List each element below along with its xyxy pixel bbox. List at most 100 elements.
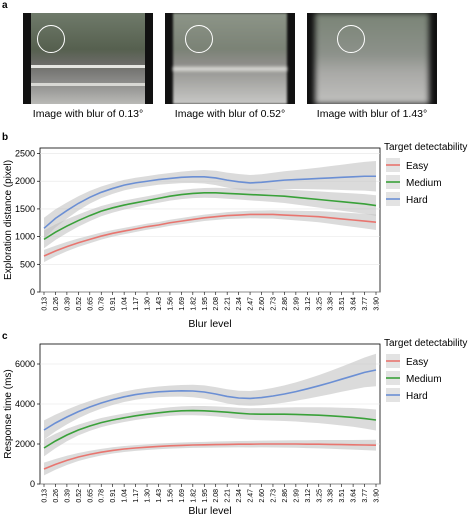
y-tick-label: 0 — [30, 479, 35, 489]
x-tick-label: 3.12 — [305, 489, 312, 503]
x-tick-label: 1.69 — [179, 489, 186, 503]
x-tick-label: 3.64 — [351, 489, 358, 503]
x-tick-label: 0.39 — [64, 489, 71, 503]
panel-letter-c: c — [2, 331, 8, 342]
x-tick-label: 0.65 — [87, 297, 94, 311]
y-tick-label: 6000 — [15, 359, 35, 369]
x-tick-label: 3.38 — [328, 489, 335, 503]
series-line-medium — [43, 409, 377, 449]
x-tick-label: 2.73 — [270, 297, 277, 311]
x-tick-label: 3.77 — [362, 489, 369, 503]
x-tick-label: 2.73 — [270, 489, 277, 503]
x-tick-label: 0.26 — [53, 489, 60, 503]
y-tick-label: 1500 — [15, 204, 35, 214]
x-tick-label: 0.52 — [76, 297, 83, 311]
gaze-cursor-icon — [37, 25, 65, 53]
confidence-band-medium — [44, 187, 376, 249]
x-tick-label: 1.04 — [122, 297, 129, 311]
x-tick-label: 1.17 — [133, 489, 140, 503]
series-line-hard — [43, 175, 376, 229]
legend-label-hard: Hard — [406, 391, 428, 402]
y-tick-label: 2500 — [15, 149, 35, 159]
image-caption: Image with blur of 0.52° — [174, 108, 286, 120]
panel-letter-a: a — [2, 0, 8, 11]
x-tick-label: 2.47 — [248, 297, 255, 311]
confidence-band-easy — [44, 210, 376, 263]
y-axis-label: Response time (ms) — [3, 369, 14, 458]
x-tick-label: 1.30 — [145, 297, 152, 311]
legend-title: Target detectability — [384, 338, 467, 349]
x-tick-label: 2.60 — [259, 297, 266, 311]
x-tick-label: 1.82 — [190, 297, 197, 311]
x-tick-label: 2.08 — [213, 489, 220, 503]
street-image-low-blur — [23, 13, 153, 104]
y-axis-label: Exploration distance (pixel) — [3, 160, 14, 280]
series-line-easy — [43, 213, 377, 257]
x-tick-label: 3.12 — [305, 297, 312, 311]
x-tick-label: 0.26 — [53, 297, 60, 311]
legend-label-hard: Hard — [406, 195, 428, 206]
y-tick-label: 1000 — [15, 232, 35, 242]
x-tick-label: 3.90 — [374, 489, 381, 503]
image-caption: Image with blur of 1.43° — [316, 108, 428, 120]
response-time-chart: 0 2000 4000 6000 0.13 0.26 0.39 0.52 0.65 0.78 0.9… — [3, 338, 467, 517]
panel-letter-b: b — [2, 132, 9, 143]
x-tick-label: 3.51 — [339, 489, 346, 503]
legend-title: Target detectability — [384, 142, 467, 153]
x-tick-label: 2.08 — [213, 297, 220, 311]
x-tick-label: 2.86 — [282, 297, 289, 311]
x-tick-label: 2.34 — [236, 297, 243, 311]
x-tick-label: 2.34 — [236, 489, 243, 503]
gaze-cursor-icon — [337, 25, 365, 53]
x-tick-label: 2.99 — [293, 489, 300, 503]
legend-label-medium: Medium — [406, 178, 442, 189]
x-tick-label: 1.17 — [133, 297, 140, 311]
x-tick-label: 3.77 — [362, 297, 369, 311]
x-tick-label: 0.13 — [42, 297, 49, 311]
x-tick-label: 0.91 — [110, 297, 117, 311]
x-tick-label: 3.64 — [351, 297, 358, 311]
confidence-band-medium — [44, 406, 376, 457]
image-caption: Image with blur of 0.13° — [32, 108, 144, 120]
x-tick-label: 0.78 — [99, 297, 106, 311]
x-tick-label: 0.91 — [110, 489, 117, 503]
series-line-medium — [43, 192, 377, 241]
x-tick-label: 1.69 — [179, 297, 186, 311]
x-tick-label: 3.38 — [328, 297, 335, 311]
legend-label-easy: Easy — [406, 357, 428, 368]
x-tick-label: 3.25 — [316, 297, 323, 311]
x-tick-label: 0.13 — [42, 489, 49, 503]
x-tick-label: 3.25 — [316, 489, 323, 503]
gaze-cursor-icon — [185, 25, 213, 53]
x-tick-label: 1.56 — [167, 297, 174, 311]
x-tick-label: 0.65 — [87, 489, 94, 503]
x-tick-label: 1.43 — [156, 489, 163, 503]
x-tick-label: 3.90 — [374, 297, 381, 311]
x-tick-label: 1.95 — [202, 297, 209, 311]
series-line-easy — [43, 443, 377, 470]
x-tick-label: 3.51 — [339, 297, 346, 311]
y-tick-label: 4000 — [15, 399, 35, 409]
street-image-medium-blur — [165, 13, 295, 104]
x-tick-label: 0.39 — [64, 297, 71, 311]
x-tick-label: 1.30 — [145, 489, 152, 503]
x-tick-label: 0.52 — [76, 489, 83, 503]
x-axis-label: Blur level — [188, 318, 231, 330]
x-tick-label: 1.82 — [190, 489, 197, 503]
series-line-hard — [43, 369, 377, 431]
legend-label-medium: Medium — [406, 374, 442, 385]
x-tick-label: 2.21 — [225, 297, 232, 311]
y-tick-label: 2000 — [15, 439, 35, 449]
x-tick-label: 2.47 — [248, 489, 255, 503]
y-tick-label: 500 — [20, 259, 35, 269]
x-axis-label: Blur level — [188, 505, 231, 517]
confidence-band-hard — [44, 353, 376, 440]
x-tick-label: 2.99 — [293, 297, 300, 311]
y-tick-label: 2000 — [15, 176, 35, 186]
exploration-distance-chart: 0 500 1000 1500 2000 2500 0.13 0.26 0.39 0.52 0.65… — [3, 142, 467, 330]
x-tick-label: 2.60 — [259, 489, 266, 503]
x-tick-label: 1.56 — [167, 489, 174, 503]
legend-label-easy: Easy — [406, 161, 428, 172]
y-tick-label: 0 — [30, 287, 35, 297]
street-image-high-blur — [307, 13, 437, 104]
